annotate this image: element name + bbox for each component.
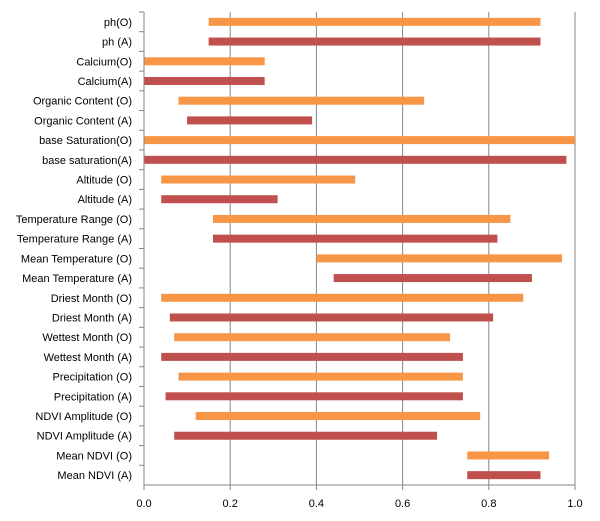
bar-o <box>178 372 463 381</box>
x-tick-label: 0.4 <box>309 498 324 510</box>
category-label: Organic Content (A) <box>34 115 132 127</box>
bar-a <box>208 37 541 46</box>
category-label: NDVI Amplitude (A) <box>37 431 132 443</box>
category-label: base saturation(A) <box>42 155 132 167</box>
category-label: ph (A) <box>102 37 132 49</box>
bar-a <box>333 274 532 283</box>
category-label: base Saturation(O) <box>39 135 132 147</box>
bar-a <box>161 195 278 204</box>
category-label: Altitude (O) <box>76 175 132 187</box>
category-label: ph(O) <box>104 17 132 29</box>
bar-o <box>208 17 541 26</box>
category-label: Temperature Range (O) <box>16 214 132 226</box>
bar-o <box>178 96 425 105</box>
category-label: Precipitation (O) <box>53 372 132 384</box>
bar-a <box>174 431 438 440</box>
bar-a <box>467 471 541 480</box>
x-tick-labels: 0.0 0.2 0.4 0.6 0.8 1.0 <box>136 485 583 510</box>
bar-o <box>144 136 575 145</box>
gridlines <box>229 12 576 485</box>
bar-a <box>187 116 313 125</box>
category-label: Mean Temperature (O) <box>21 253 132 265</box>
category-label: Calcium(O) <box>76 56 132 68</box>
category-label: Temperature Range (A) <box>17 234 132 246</box>
bar-a <box>165 392 463 401</box>
category-label: Wettest Month (A) <box>44 352 132 364</box>
category-label: Driest Month (A) <box>52 312 132 324</box>
x-tick-label: 0.2 <box>223 498 238 510</box>
bar-o <box>161 175 356 184</box>
bar-o <box>161 293 524 302</box>
category-label: Driest Month (O) <box>51 293 132 305</box>
x-tick-label: 0.6 <box>395 498 410 510</box>
category-label: Mean Temperature (A) <box>22 273 132 285</box>
bar-a <box>169 313 494 322</box>
bar-o <box>195 412 481 421</box>
category-label: Organic Content (O) <box>33 96 132 108</box>
bar-o <box>174 333 451 342</box>
category-label: Mean NDVI (A) <box>57 470 132 482</box>
bar-a <box>144 155 567 164</box>
bar-o <box>316 254 563 263</box>
bar-o <box>467 451 550 460</box>
bar-a <box>144 76 265 85</box>
category-labels: ph(O) ph (A) Calcium(O) Calcium(A) Organic C… <box>16 11 144 482</box>
bars <box>144 17 575 480</box>
category-label: NDVI Amplitude (O) <box>35 411 132 423</box>
x-tick-label: 1.0 <box>567 498 582 510</box>
bar-a <box>161 352 463 361</box>
bar-a <box>212 234 498 243</box>
bar-o <box>144 57 265 66</box>
x-tick-label: 0.0 <box>136 498 151 510</box>
category-label: Wettest Month (O) <box>42 332 132 344</box>
bar-o <box>212 214 511 223</box>
category-label: Mean NDVI (O) <box>56 450 132 462</box>
category-label: Calcium(A) <box>78 76 132 88</box>
category-label: Precipitation (A) <box>54 391 132 403</box>
x-tick-label: 0.8 <box>481 498 496 510</box>
category-label: Altitude (A) <box>78 194 132 206</box>
